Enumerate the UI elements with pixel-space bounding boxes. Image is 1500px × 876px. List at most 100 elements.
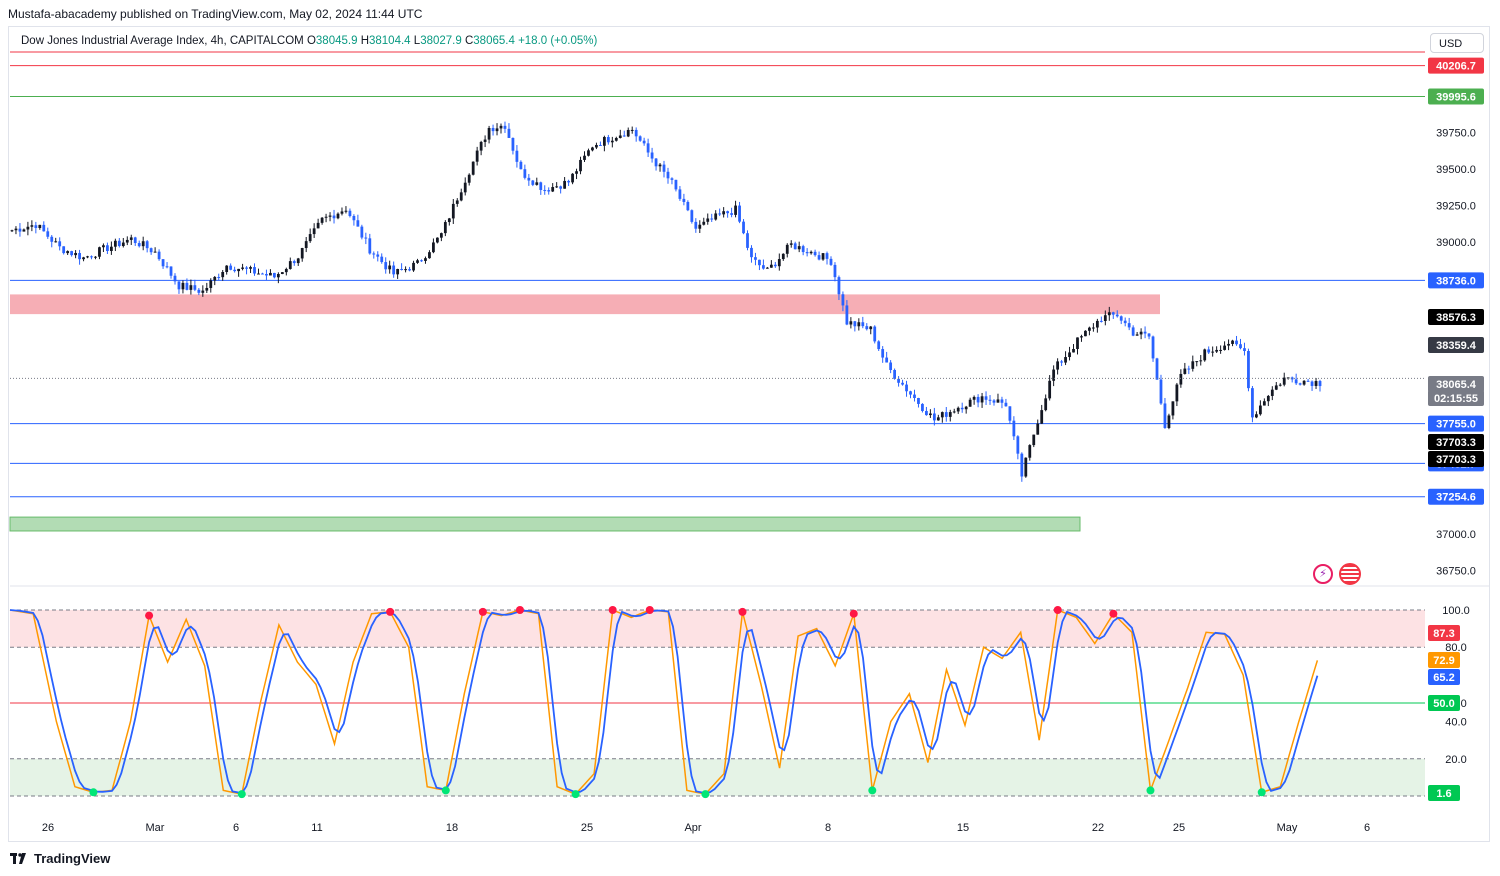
- candle-body: [1084, 330, 1087, 337]
- tradingview-logo-icon: [10, 852, 26, 864]
- candle-body: [889, 362, 893, 370]
- axis-tag-3: [1428, 390, 1484, 406]
- candle-body: [1080, 336, 1083, 338]
- candle-body: [952, 411, 956, 413]
- candle-body: [1127, 323, 1131, 328]
- lightning-icon[interactable]: ⚡: [1313, 564, 1333, 584]
- tradingview-footer[interactable]: TradingView: [10, 851, 110, 866]
- stoch-tag-text-4: 1.6: [1436, 788, 1451, 800]
- candle-body: [1278, 384, 1282, 386]
- candle-body: [1060, 361, 1063, 363]
- candle-body: [543, 189, 547, 191]
- axis-tag-2: [1428, 376, 1484, 392]
- candle-body: [420, 260, 423, 262]
- candle-body: [789, 243, 793, 245]
- stoch-sell-marker: [478, 607, 487, 616]
- candle-body: [1143, 331, 1147, 334]
- candle-body: [988, 399, 992, 401]
- stoch-buy-marker: [441, 786, 450, 795]
- legend-close-label: C: [464, 35, 474, 47]
- candle-body: [762, 265, 765, 269]
- candle-body: [877, 341, 881, 350]
- price-tick-4: 39500.0: [1436, 164, 1476, 176]
- stoch-tag-text-1: 72.9: [1433, 655, 1454, 667]
- candle-body: [265, 273, 268, 276]
- candle-body: [1167, 415, 1171, 428]
- candle-body: [555, 186, 559, 188]
- candle-body: [710, 218, 714, 220]
- candle-body: [932, 413, 936, 421]
- candle-body: [551, 187, 555, 192]
- candle-body: [471, 161, 475, 175]
- candle-body: [742, 221, 745, 234]
- candle-body: [769, 264, 773, 268]
- candle-body: [217, 277, 221, 279]
- candle-body: [1187, 368, 1191, 370]
- candle-body: [189, 285, 193, 290]
- us-flag-icon[interactable]: [1339, 563, 1361, 585]
- candle-body: [833, 264, 837, 278]
- x-tick-10: 25: [1173, 822, 1185, 834]
- candle-body: [1076, 337, 1079, 349]
- candle-body: [340, 211, 344, 214]
- x-tick-4: 18: [446, 822, 458, 834]
- candle-body: [841, 294, 845, 306]
- candle-body: [157, 251, 161, 260]
- candle-body: [288, 261, 292, 269]
- overbought-band: [10, 610, 1425, 648]
- candle-body: [137, 243, 141, 247]
- candle-body: [372, 253, 376, 255]
- candle-body: [1024, 457, 1028, 477]
- candle-body: [1239, 344, 1242, 349]
- candle-body: [221, 272, 225, 278]
- candle-body: [1314, 381, 1318, 386]
- candle-body: [515, 150, 519, 162]
- candle-body: [507, 128, 511, 138]
- candle-body: [618, 135, 622, 138]
- candle-body: [622, 135, 626, 137]
- candle-body: [968, 399, 972, 407]
- candle-body: [316, 222, 320, 229]
- candle-body: [1302, 380, 1306, 385]
- candle-body: [773, 264, 777, 267]
- x-tick-3: 11: [311, 822, 322, 834]
- candle-body: [451, 203, 455, 219]
- candle-body: [801, 246, 805, 253]
- candle-body: [364, 237, 368, 239]
- candle-body: [1147, 333, 1151, 337]
- candle-body: [646, 143, 650, 153]
- candle-body: [54, 241, 58, 243]
- candle-body: [730, 213, 733, 215]
- candle-body: [972, 396, 976, 400]
- currency-button[interactable]: USD: [1430, 33, 1484, 53]
- candle-body: [245, 267, 248, 269]
- candle-body: [1310, 381, 1314, 386]
- legend-symbol: Dow Jones Industrial Average Index, 4h, …: [21, 35, 304, 47]
- candle-body: [82, 257, 85, 260]
- candle-body: [205, 287, 209, 291]
- candle-body: [1195, 361, 1199, 363]
- candle-body: [141, 241, 145, 247]
- candle-body: [1000, 399, 1004, 403]
- candle-body: [229, 265, 233, 270]
- level-tag-3: [1428, 415, 1484, 432]
- candle-body: [654, 158, 658, 167]
- candle-body: [853, 321, 857, 327]
- candle-body: [980, 396, 984, 403]
- level-tag-text-3: 37755.0: [1436, 419, 1476, 431]
- legend-low-label: L: [413, 35, 421, 47]
- candle-body: [746, 233, 749, 248]
- stoch-sell-marker: [1053, 606, 1062, 614]
- candle-body: [332, 215, 336, 219]
- candle-body: [781, 253, 785, 260]
- candle-body: [201, 290, 205, 293]
- candle-body: [106, 245, 109, 251]
- legend-high-label: H: [360, 35, 369, 47]
- candle-body: [583, 155, 586, 160]
- candle-body: [272, 272, 276, 278]
- candle-body: [328, 215, 332, 217]
- candle-body: [336, 213, 340, 219]
- candle-body: [630, 129, 634, 131]
- candle-body: [531, 180, 535, 185]
